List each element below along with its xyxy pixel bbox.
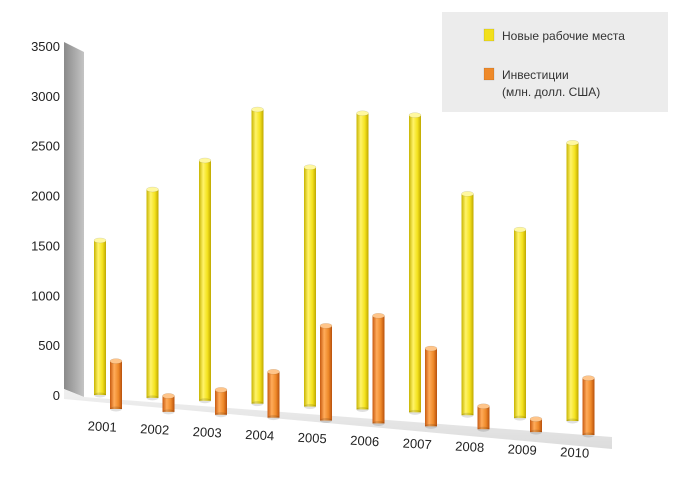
x-tick-label: 2003 — [192, 424, 222, 440]
bar-new-jobs — [566, 140, 579, 424]
legend-label: Инвестиции — [502, 68, 569, 82]
bar-new-jobs — [146, 186, 159, 401]
chart-floor — [64, 389, 612, 449]
legend-label-line2: (млн. долл. США) — [502, 85, 600, 99]
legend-label: Новые рабочие места — [502, 29, 625, 43]
bar-investments — [424, 345, 438, 429]
x-tick-label: 2004 — [245, 427, 275, 443]
legend: Новые рабочие места Инвестиции (млн. долл.… — [442, 12, 668, 112]
bar-investments — [214, 387, 228, 418]
bar-new-jobs — [303, 164, 317, 410]
x-tick-label: 2009 — [507, 441, 537, 457]
y-tick-label: 3000 — [31, 89, 60, 104]
x-tick-label: 2005 — [297, 430, 327, 446]
bar-investments — [582, 375, 595, 438]
y-tick-label: 0 — [53, 388, 60, 403]
x-tick-label: 2010 — [560, 444, 590, 460]
bar-new-jobs — [461, 191, 474, 418]
legend-swatch — [483, 28, 495, 42]
bar-investments — [109, 358, 123, 412]
bar-investments — [477, 403, 490, 432]
bar-new-jobs — [356, 110, 369, 412]
x-tick-label: 2001 — [87, 418, 117, 434]
y-tick-label: 2500 — [31, 139, 60, 154]
x-tick-label: 2007 — [402, 436, 432, 452]
bar-new-jobs — [251, 106, 264, 407]
bar-investments — [319, 323, 333, 424]
x-tick-label: 2008 — [455, 438, 485, 454]
bar-investments — [162, 393, 175, 415]
y-tick-label: 500 — [38, 338, 60, 353]
bar-new-jobs — [198, 157, 212, 404]
bar-new-jobs — [513, 226, 527, 421]
bar-new-jobs — [408, 112, 422, 415]
bar-investments — [267, 369, 280, 421]
y-tick-label: 2000 — [31, 189, 60, 204]
chart-back-wall — [64, 42, 84, 397]
y-tick-label: 1000 — [31, 288, 60, 303]
y-tick-label: 3500 — [31, 39, 60, 54]
bar-investments — [372, 312, 385, 426]
legend-swatch — [483, 67, 495, 81]
x-tick-label: 2006 — [350, 433, 380, 449]
bar-investments — [529, 416, 543, 435]
bar-new-jobs — [93, 237, 107, 398]
y-tick-label: 1500 — [31, 238, 60, 253]
x-tick-label: 2002 — [140, 421, 170, 437]
